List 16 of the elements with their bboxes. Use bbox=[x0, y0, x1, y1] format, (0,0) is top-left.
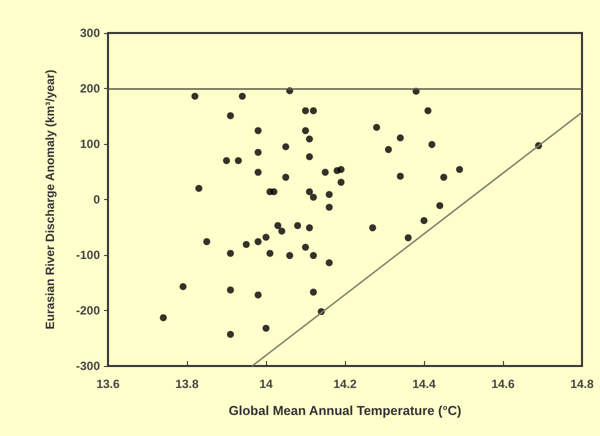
y-axis-title: Eurasian River Discharge Anomaly (km³/year) bbox=[43, 70, 57, 330]
x-tick-label: 14.6 bbox=[491, 377, 515, 391]
y-tick-label: -200 bbox=[76, 304, 100, 318]
y-tick-label: 200 bbox=[80, 82, 100, 96]
y-tick-label: 0 bbox=[93, 192, 100, 206]
y-tick-label: -300 bbox=[76, 359, 100, 373]
x-axis-title: Global Mean Annual Temperature (°C) bbox=[228, 403, 462, 418]
x-tick-label: 13.8 bbox=[175, 377, 199, 391]
x-tick-label: 14.8 bbox=[570, 377, 594, 391]
y-tick-label: 300 bbox=[80, 26, 100, 40]
x-tick-label: 14 bbox=[259, 377, 273, 391]
y-tick-label: 100 bbox=[80, 137, 100, 151]
x-tick-label: 14.4 bbox=[412, 377, 436, 391]
x-tick-label: 13.6 bbox=[96, 377, 120, 391]
x-tick-label: 14.2 bbox=[333, 377, 357, 391]
y-tick-label: -100 bbox=[76, 248, 100, 262]
